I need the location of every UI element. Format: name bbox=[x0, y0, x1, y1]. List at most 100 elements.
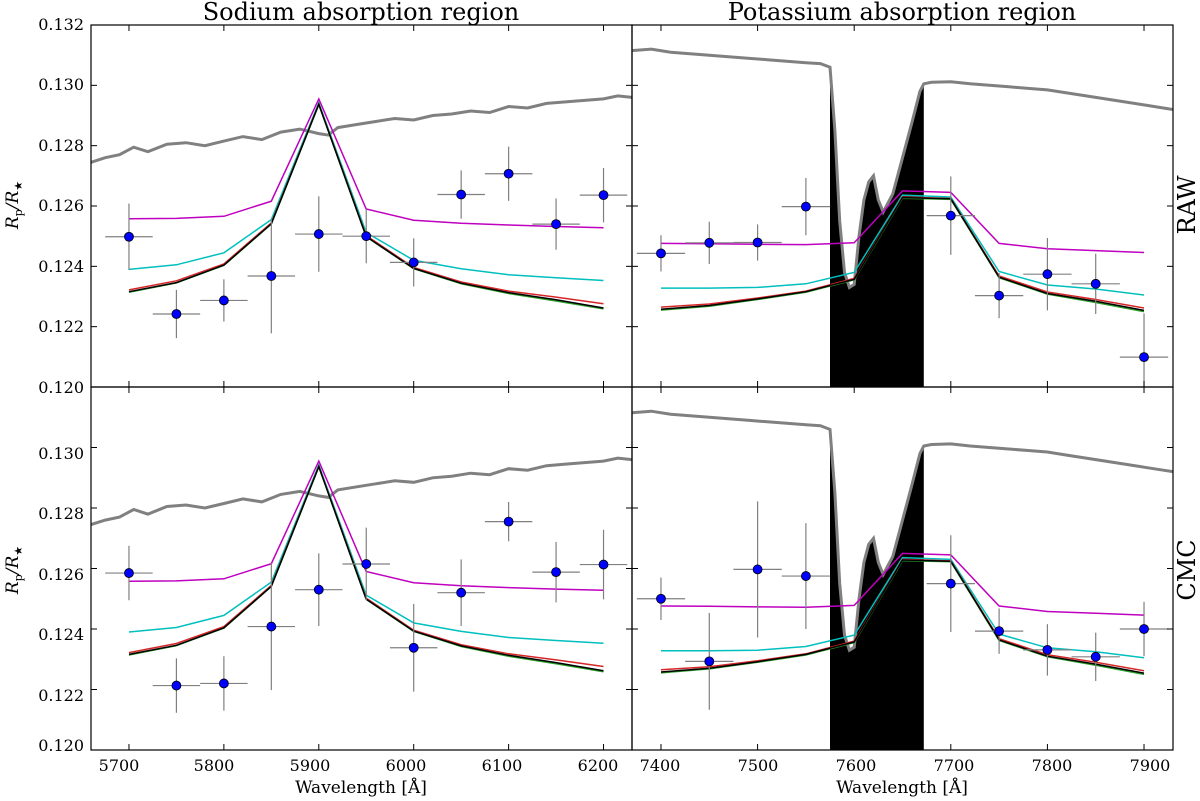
ytick-label: 0.126 bbox=[38, 196, 84, 215]
panel-potassium-raw bbox=[631, 24, 1174, 388]
model-line-magenta bbox=[660, 552, 1145, 616]
xtick-label: 7900 bbox=[1130, 756, 1171, 775]
ytick-label: 0.128 bbox=[38, 504, 84, 523]
xtick-label: 7500 bbox=[738, 756, 779, 775]
data-point bbox=[408, 257, 419, 268]
data-point bbox=[994, 626, 1005, 637]
data-point bbox=[598, 190, 609, 201]
panel-plot-area bbox=[632, 47, 1173, 387]
ytick-label: 0.128 bbox=[38, 136, 84, 155]
xtick-label: 6200 bbox=[578, 756, 619, 775]
ytick-label: 0.130 bbox=[38, 444, 84, 463]
data-point bbox=[408, 642, 419, 653]
model-line-black bbox=[660, 559, 1145, 674]
panel-plot-area bbox=[632, 409, 1173, 750]
data-point bbox=[1090, 278, 1101, 289]
data-point bbox=[456, 587, 467, 598]
data-point bbox=[945, 210, 956, 221]
data-point bbox=[171, 680, 182, 691]
spectrum-line bbox=[91, 94, 632, 164]
spectrum-line bbox=[632, 409, 1173, 653]
ytick-label: 0.126 bbox=[38, 565, 84, 584]
ytick-label: 0.130 bbox=[38, 75, 84, 94]
data-point bbox=[361, 559, 372, 569]
data-point bbox=[456, 189, 467, 200]
xtick-label: 7800 bbox=[1032, 756, 1073, 775]
data-point bbox=[503, 516, 514, 527]
data-point bbox=[1139, 352, 1149, 363]
xtick-label: 6000 bbox=[386, 756, 427, 775]
data-point bbox=[266, 621, 277, 632]
model-line-black bbox=[128, 102, 604, 309]
title-sodium: Sodium absorption region bbox=[203, 0, 520, 26]
ytick-label: 0.132 bbox=[38, 15, 84, 34]
ytick-label: 0.122 bbox=[38, 686, 84, 705]
panel-sodium-cmc bbox=[90, 386, 633, 751]
xlabel-sodium: Wavelength [Å] bbox=[295, 777, 427, 798]
row-label-raw: RAW bbox=[1173, 175, 1200, 234]
xtick-label: 5900 bbox=[290, 756, 331, 775]
data-point bbox=[704, 656, 715, 667]
data-point bbox=[313, 229, 324, 239]
data-point bbox=[800, 201, 811, 212]
ytick-label: 0.120 bbox=[38, 736, 84, 755]
data-point bbox=[266, 271, 277, 281]
ytick-label: 0.122 bbox=[38, 317, 84, 336]
data-point bbox=[704, 237, 715, 248]
data-point bbox=[800, 571, 811, 581]
data-point bbox=[1139, 624, 1149, 634]
data-point bbox=[218, 678, 229, 689]
spectrum-line bbox=[632, 47, 1173, 290]
telluric-band bbox=[830, 67, 924, 387]
data-point bbox=[503, 168, 514, 179]
data-point bbox=[598, 559, 609, 570]
data-point bbox=[551, 219, 561, 230]
data-point bbox=[218, 295, 229, 306]
model-line-cyan bbox=[661, 194, 1145, 296]
data-point bbox=[171, 309, 182, 319]
model-line-green bbox=[128, 102, 604, 310]
data-point bbox=[994, 290, 1005, 301]
ytick-label: 0.124 bbox=[38, 257, 84, 276]
data-point bbox=[361, 231, 372, 242]
model-line-magenta bbox=[660, 190, 1145, 254]
data-point bbox=[1042, 644, 1053, 655]
data-point bbox=[656, 248, 666, 259]
model-line-magenta bbox=[128, 97, 604, 229]
data-point bbox=[551, 567, 561, 578]
xtick-label: 5800 bbox=[194, 756, 235, 775]
xtick-label: 7400 bbox=[640, 756, 681, 775]
data-point bbox=[124, 231, 134, 242]
panel-plot-area bbox=[91, 94, 632, 339]
panel-frame bbox=[90, 24, 633, 388]
ytick-label: 0.120 bbox=[38, 378, 84, 397]
xlabel-potassium: Wavelength [Å] bbox=[836, 777, 968, 798]
telluric-band bbox=[830, 429, 924, 750]
xtick-label: 7600 bbox=[836, 756, 877, 775]
data-point bbox=[313, 584, 324, 595]
data-point bbox=[945, 578, 956, 589]
title-potassium: Potassium absorption region bbox=[728, 0, 1076, 26]
ylabel-bottom: Rp/R★ bbox=[3, 546, 25, 595]
xtick-label: 7700 bbox=[934, 756, 975, 775]
model-line-black bbox=[660, 196, 1145, 312]
data-point bbox=[124, 568, 134, 578]
row-label-cmc: CMC bbox=[1173, 539, 1200, 600]
panel-frame bbox=[90, 386, 633, 751]
spectrum-line bbox=[91, 456, 632, 527]
panel-sodium-raw bbox=[90, 24, 633, 388]
model-line-cyan bbox=[661, 556, 1145, 659]
panel-frame bbox=[631, 386, 1174, 751]
data-point bbox=[752, 237, 763, 248]
xtick-label: 5700 bbox=[99, 756, 140, 775]
panel-plot-area bbox=[91, 456, 632, 713]
data-point bbox=[656, 593, 666, 604]
panel-potassium-cmc bbox=[631, 386, 1174, 751]
data-point bbox=[1042, 269, 1053, 280]
data-point bbox=[1090, 651, 1101, 662]
data-point bbox=[752, 564, 763, 575]
ylabel-top: Rp/R★ bbox=[3, 181, 25, 230]
ytick-label: 0.124 bbox=[38, 625, 84, 644]
xtick-label: 6100 bbox=[482, 756, 523, 775]
